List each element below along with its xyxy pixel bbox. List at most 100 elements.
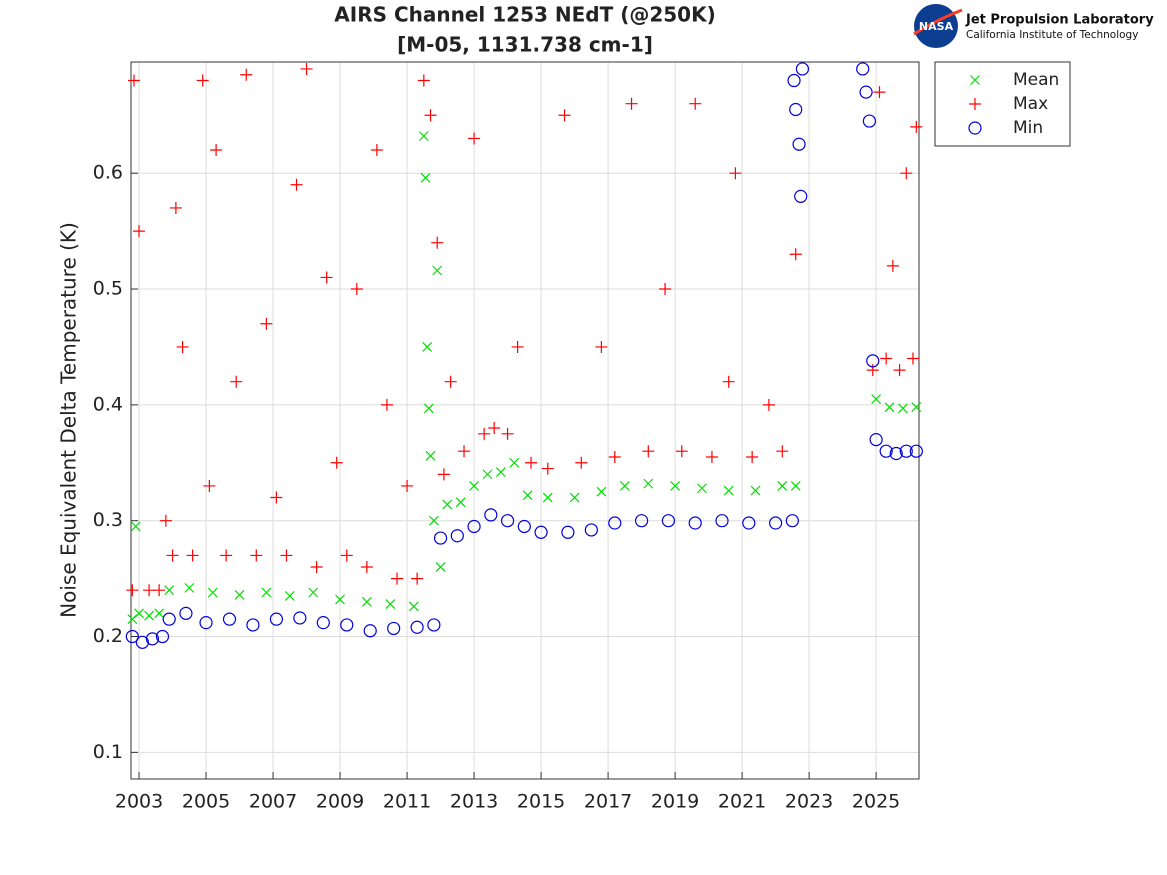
data-point	[484, 508, 498, 522]
data-point	[482, 469, 493, 480]
y-tick-label: 0.3	[93, 509, 123, 531]
data-point	[130, 521, 141, 532]
data-point	[785, 514, 799, 528]
data-point	[411, 572, 424, 585]
data-point	[659, 283, 672, 296]
series-+	[126, 62, 923, 597]
data-point	[360, 561, 373, 574]
data-point	[145, 632, 160, 646]
x-tick-label: 2021	[718, 791, 766, 813]
data-point	[210, 144, 223, 157]
data-point	[776, 445, 789, 458]
data-point	[569, 492, 580, 503]
x-tick-label: 2019	[651, 791, 699, 813]
x-tick-label: 2003	[115, 791, 163, 813]
data-point	[370, 144, 383, 157]
data-point	[715, 514, 729, 528]
data-point	[186, 549, 199, 562]
data-point	[293, 611, 307, 625]
data-point	[133, 225, 146, 238]
data-point	[222, 612, 237, 626]
data-point	[909, 444, 923, 458]
data-point	[428, 515, 439, 526]
logo-badge-text: NASA	[919, 20, 954, 33]
data-point	[467, 519, 481, 534]
data-point	[541, 462, 554, 475]
plot-area	[131, 62, 919, 779]
data-point	[425, 450, 436, 461]
data-point	[261, 587, 272, 598]
data-point	[270, 491, 283, 504]
data-point	[424, 109, 437, 122]
data-point	[584, 523, 598, 537]
data-point	[643, 478, 654, 489]
data-point	[166, 549, 179, 562]
data-point	[401, 479, 414, 492]
legend-marker	[970, 75, 980, 85]
data-point	[433, 531, 448, 545]
x-tick-label: 2011	[383, 791, 431, 813]
data-point	[911, 402, 922, 413]
data-point	[127, 614, 138, 625]
plot-frame	[130, 61, 920, 780]
data-point	[619, 481, 630, 491]
y-tick-label: 0.1	[93, 741, 123, 763]
data-point	[144, 610, 155, 621]
data-point	[705, 450, 718, 463]
data-point	[746, 450, 759, 463]
data-point	[468, 132, 481, 145]
data-point	[642, 445, 655, 458]
data-point	[794, 189, 808, 203]
data-point	[153, 584, 166, 597]
data-point	[696, 483, 707, 494]
data-point	[729, 167, 742, 180]
data-point	[385, 599, 396, 610]
y-tick-label: 0.5	[93, 278, 123, 300]
data-point	[900, 167, 913, 180]
data-point	[335, 594, 345, 605]
data-point	[455, 497, 466, 508]
data-point	[789, 102, 803, 117]
data-point	[723, 485, 734, 496]
data-point	[595, 340, 608, 353]
x-tick-label: 2025	[852, 791, 900, 813]
data-point	[361, 596, 372, 607]
data-point	[260, 317, 273, 330]
legend-label: Mean	[1013, 70, 1059, 90]
data-point	[423, 403, 434, 414]
data-point	[769, 516, 783, 530]
data-point	[176, 340, 189, 353]
data-point	[625, 97, 638, 110]
series-o	[125, 62, 923, 649]
data-point	[234, 589, 245, 600]
data-point	[196, 74, 209, 87]
data-point	[391, 572, 404, 585]
data-point	[159, 514, 172, 527]
data-point	[608, 516, 622, 530]
data-point	[596, 486, 607, 497]
data-point	[155, 629, 170, 644]
data-point	[542, 492, 553, 503]
data-point	[561, 525, 575, 539]
legend-box	[934, 61, 1071, 147]
data-point	[179, 606, 193, 620]
data-point	[501, 427, 514, 440]
data-point	[444, 375, 457, 388]
data-point	[792, 137, 806, 151]
data-point	[184, 582, 195, 593]
data-point	[862, 114, 877, 128]
data-point	[135, 635, 149, 649]
legend-marker	[968, 121, 982, 135]
y-tick-label: 0.4	[93, 393, 123, 415]
data-point	[199, 616, 213, 630]
data-point	[300, 62, 313, 75]
legend-marker	[969, 98, 981, 110]
data-point	[866, 364, 879, 377]
data-point	[525, 456, 538, 469]
data-point	[859, 85, 873, 99]
data-point	[795, 62, 810, 76]
x-tick-label: 2009	[316, 791, 364, 813]
data-point	[387, 621, 401, 636]
data-point	[330, 456, 343, 469]
data-point	[511, 340, 524, 353]
